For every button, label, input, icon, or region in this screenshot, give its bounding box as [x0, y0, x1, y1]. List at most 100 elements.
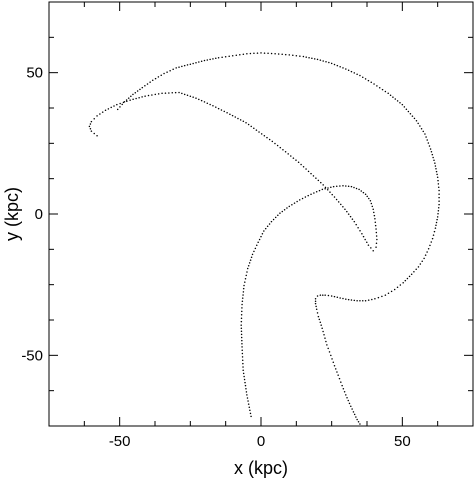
data-point [337, 374, 339, 376]
data-point [438, 193, 440, 195]
data-point [339, 185, 341, 187]
data-point [336, 185, 338, 188]
data-point [422, 130, 424, 133]
data-point [284, 53, 287, 56]
data-point [287, 153, 289, 155]
data-point [437, 183, 440, 185]
data-point [247, 264, 250, 267]
data-point [432, 156, 434, 159]
data-point [315, 305, 317, 308]
data-point [168, 92, 170, 94]
data-point [307, 170, 310, 173]
data-point [240, 336, 243, 339]
data-point [163, 72, 165, 75]
data-point [342, 206, 344, 208]
data-point [181, 92, 183, 95]
data-point [339, 297, 341, 299]
data-point [248, 406, 251, 408]
data-point [364, 193, 367, 195]
data-point [302, 55, 305, 58]
data-point [359, 300, 361, 302]
data-point [239, 53, 241, 56]
data-point [249, 259, 252, 261]
data-point [330, 354, 332, 357]
data-point [147, 94, 150, 97]
data-point [316, 295, 319, 297]
data-point [245, 391, 248, 393]
x-tick-label: 0 [257, 433, 265, 450]
axis-ticks [49, 2, 473, 426]
data-point [347, 69, 350, 72]
data-point [209, 58, 211, 61]
data-point [144, 85, 146, 87]
data-point [322, 60, 324, 62]
data-point [119, 102, 121, 105]
data-point [324, 186, 327, 189]
data-point [331, 193, 333, 196]
data-point [178, 66, 180, 68]
data-point [375, 242, 378, 245]
data-point [271, 140, 274, 143]
data-point [253, 127, 255, 130]
data-point [235, 54, 238, 56]
data-point [436, 218, 438, 221]
data-point [195, 97, 197, 99]
data-point [290, 155, 292, 157]
data-point [348, 402, 351, 405]
data-point [93, 132, 95, 135]
data-point [367, 244, 370, 246]
data-point [429, 244, 431, 247]
data-point [330, 186, 332, 189]
data-point [334, 368, 337, 370]
data-point [249, 412, 252, 415]
data-point [332, 185, 335, 188]
data-point [241, 310, 243, 313]
data-point [256, 244, 258, 247]
data-point [244, 381, 246, 384]
data-point [350, 185, 353, 188]
data-point [438, 203, 440, 206]
data-point [154, 93, 157, 96]
data-point [312, 175, 315, 177]
data-point [291, 203, 293, 206]
data-point [247, 400, 249, 402]
data-point [324, 337, 326, 339]
data-point [246, 271, 248, 273]
data-point [375, 246, 377, 248]
data-point [149, 81, 151, 83]
data-point [300, 163, 302, 166]
data-point [342, 387, 345, 390]
data-point [253, 52, 255, 55]
data-point [241, 300, 244, 303]
data-point [437, 179, 439, 182]
data-point [240, 314, 243, 316]
data-point [129, 99, 131, 101]
data-point [437, 210, 440, 212]
y-tick-label: 50 [26, 65, 43, 82]
data-point [360, 190, 362, 192]
data-point [251, 253, 254, 256]
data-point [231, 54, 234, 57]
data-point [231, 114, 234, 117]
data-point [355, 187, 358, 190]
data-point [347, 185, 350, 188]
data-point [433, 159, 435, 162]
data-point [268, 138, 271, 141]
data-point [246, 267, 249, 270]
data-point [217, 56, 220, 59]
data-point [335, 198, 338, 201]
data-point [404, 279, 407, 282]
data-point [241, 303, 243, 306]
data-point [241, 349, 243, 351]
data-point [328, 61, 330, 64]
data-point [228, 55, 230, 57]
data-point [242, 287, 245, 290]
data-point [249, 52, 252, 55]
data-point [376, 85, 378, 87]
data-point [242, 369, 244, 372]
data-point [351, 218, 354, 220]
data-point [175, 67, 177, 69]
data-point [353, 413, 356, 416]
data-point [415, 268, 417, 271]
